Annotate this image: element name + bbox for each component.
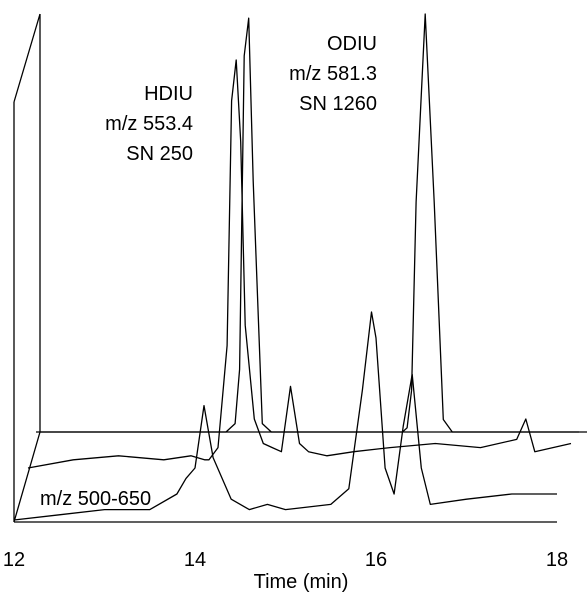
x-tick-label-18: 18: [546, 549, 568, 571]
chart-frame: [13, 13, 587, 523]
x-axis: Time (min) 12 14 16 18: [3, 549, 568, 593]
annotation-hdiu-line-2: m/z 553.4: [105, 113, 193, 135]
x-tick-label-14: 14: [184, 549, 206, 571]
x-axis-label: Time (min): [254, 571, 349, 593]
x-tick-label-12: 12: [3, 549, 25, 571]
annotation-hdiu-line-3: SN 250: [126, 143, 193, 165]
trace-series-1: [36, 13, 579, 433]
annotation-range-line-1: m/z 500-650: [40, 488, 151, 510]
frame-top-depth-edge: [13, 13, 41, 103]
chart-traces: [13, 13, 579, 521]
annotation-hdiu-line-1: HDIU: [144, 83, 193, 105]
annotation-odiu-line-2: m/z 581.3: [289, 63, 377, 85]
annotation-odiu-line-3: SN 1260: [299, 93, 377, 115]
x-tick-label-16: 16: [365, 549, 387, 571]
trace-series-2: [27, 59, 572, 469]
frame-bottom-depth-edge: [13, 431, 41, 523]
chart-annotations: HDIU m/z 553.4 SN 250 ODIU m/z 581.3 SN 1260 m…: [40, 33, 377, 510]
annotation-odiu-line-1: ODIU: [327, 33, 377, 55]
trace-series-3: [13, 311, 557, 521]
